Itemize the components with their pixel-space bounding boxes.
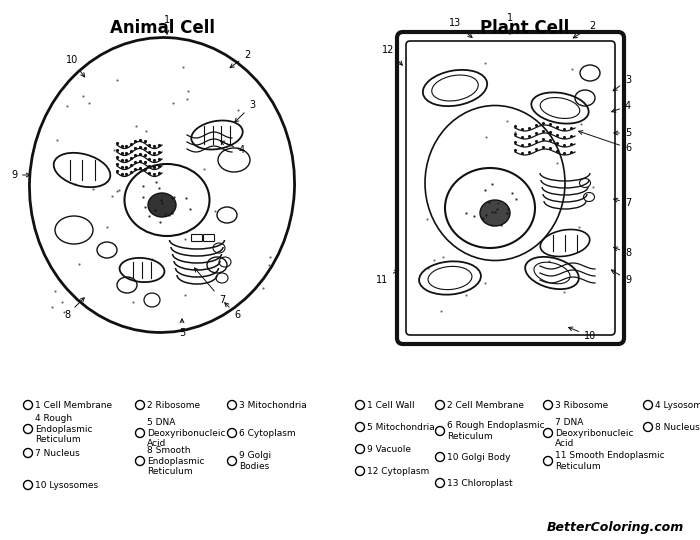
Text: 4 Rough
Endoplasmic
Reticulum: 4 Rough Endoplasmic Reticulum	[35, 414, 92, 444]
Text: 7: 7	[614, 198, 631, 208]
Text: 10: 10	[568, 327, 596, 341]
Ellipse shape	[148, 193, 176, 217]
Text: 6 Cytoplasm: 6 Cytoplasm	[239, 429, 295, 437]
Text: BetterColoring.com: BetterColoring.com	[547, 522, 684, 535]
Text: 1: 1	[164, 15, 170, 34]
Text: 1 Cell Membrane: 1 Cell Membrane	[35, 401, 112, 409]
Text: 6: 6	[579, 131, 631, 153]
Text: 13 Chloroplast: 13 Chloroplast	[447, 478, 512, 488]
Text: 9: 9	[611, 270, 631, 285]
Text: 11: 11	[376, 270, 399, 285]
Text: 2: 2	[573, 21, 595, 38]
Text: 10 Lysosomes: 10 Lysosomes	[35, 481, 98, 489]
Text: 9: 9	[11, 170, 30, 180]
Text: 3: 3	[613, 75, 631, 91]
Text: 2 Ribosome: 2 Ribosome	[147, 401, 200, 409]
Text: Animal Cell: Animal Cell	[109, 19, 214, 37]
Text: 3 Ribosome: 3 Ribosome	[555, 401, 608, 409]
Text: 5 Mitochondria: 5 Mitochondria	[367, 422, 435, 431]
Text: 1: 1	[507, 13, 513, 34]
Text: 13: 13	[449, 18, 472, 37]
Text: 8: 8	[64, 298, 84, 320]
Text: 5: 5	[614, 128, 631, 138]
Text: 8 Nucleus: 8 Nucleus	[655, 422, 700, 431]
Text: 8: 8	[614, 247, 631, 258]
Text: 12 Cytoplasm: 12 Cytoplasm	[367, 467, 429, 476]
Text: 4 Lysosomes: 4 Lysosomes	[655, 401, 700, 409]
Text: 7 Nucleus: 7 Nucleus	[35, 449, 80, 457]
Text: 5: 5	[179, 319, 185, 338]
Text: 9 Golgi
Bodies: 9 Golgi Bodies	[239, 451, 271, 471]
Text: 4: 4	[220, 141, 245, 155]
Text: 2 Cell Membrane: 2 Cell Membrane	[447, 401, 524, 409]
Text: 9 Vacuole: 9 Vacuole	[367, 444, 411, 454]
Text: 6: 6	[225, 303, 240, 320]
Text: 3 Mitochondria: 3 Mitochondria	[239, 401, 307, 409]
Ellipse shape	[480, 200, 510, 226]
Text: 10: 10	[66, 55, 85, 77]
Text: 12: 12	[382, 45, 402, 65]
Text: 11 Smooth Endoplasmic
Reticulum: 11 Smooth Endoplasmic Reticulum	[555, 451, 664, 471]
Text: 5 DNA
Deoxyribonucleic
Acid: 5 DNA Deoxyribonucleic Acid	[147, 418, 225, 448]
Text: 7 DNA
Deoxyribonucleic
Acid: 7 DNA Deoxyribonucleic Acid	[555, 418, 634, 448]
Text: 3: 3	[234, 100, 255, 122]
Text: 8 Smooth
Endoplasmic
Reticulum: 8 Smooth Endoplasmic Reticulum	[147, 446, 204, 476]
Text: 1 Cell Wall: 1 Cell Wall	[367, 401, 414, 409]
Text: 10 Golgi Body: 10 Golgi Body	[447, 453, 510, 462]
Text: 4: 4	[612, 101, 631, 112]
Text: Plant Cell: Plant Cell	[480, 19, 570, 37]
Text: 6 Rough Endoplasmic
Reticulum: 6 Rough Endoplasmic Reticulum	[447, 421, 545, 441]
Text: 2: 2	[230, 50, 250, 68]
Text: 7: 7	[195, 268, 225, 305]
